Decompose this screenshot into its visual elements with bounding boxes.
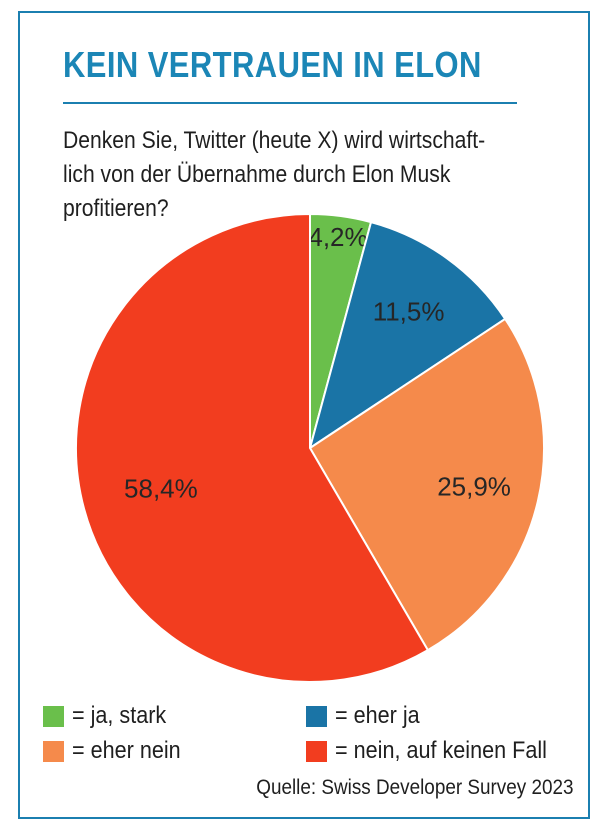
question-line-3: profitieren?	[63, 195, 169, 222]
legend-swatch-eher-nein	[43, 740, 64, 762]
pie-label-ja-stark: 4,2%	[308, 222, 367, 252]
legend-label-nein-auf-keinen-fall: = nein, auf keinen Fall	[335, 737, 547, 764]
pie-label-nein-auf-keinen-fall: 58,4%	[124, 473, 198, 503]
legend-item-eher-ja: = eher ja	[306, 702, 429, 729]
pie-slice-nein-auf-keinen-fall	[75, 212, 430, 683]
legend-label-eher-ja: = eher ja	[335, 702, 420, 729]
legend-swatch-nein-auf-keinen-fall	[306, 740, 327, 762]
pie-label-eher-nein: 25,9%	[437, 471, 511, 501]
legend-swatch-ja-stark	[43, 705, 64, 727]
pie-slice-eher-ja	[308, 220, 507, 451]
pie-slice-eher-nein	[308, 317, 545, 652]
pie-label-eher-ja: 11,5%	[373, 296, 445, 326]
legend-label-eher-nein: = eher nein	[72, 737, 181, 764]
legend-swatch-eher-ja	[306, 705, 327, 727]
legend-item-ja-stark: = ja, stark	[43, 702, 177, 729]
source-note: Quelle: Swiss Developer Survey 2023	[256, 776, 574, 799]
legend-label-ja-stark: = ja, stark	[72, 702, 167, 729]
title-divider	[63, 102, 517, 104]
survey-question: Denken Sie, Twitter (heute X) wird wirts…	[63, 124, 521, 226]
question-line-1: Denken Sie, Twitter (heute X) wird wirts…	[63, 127, 486, 154]
legend-item-eher-nein: = eher nein	[43, 737, 193, 764]
chart-title: KEIN VERTRAUEN IN ELON	[63, 44, 482, 85]
question-line-2: lich von der Übernahme durch Elon Musk	[63, 161, 451, 188]
legend-item-nein-auf-keinen-fall: = nein, auf keinen Fall	[306, 737, 571, 764]
